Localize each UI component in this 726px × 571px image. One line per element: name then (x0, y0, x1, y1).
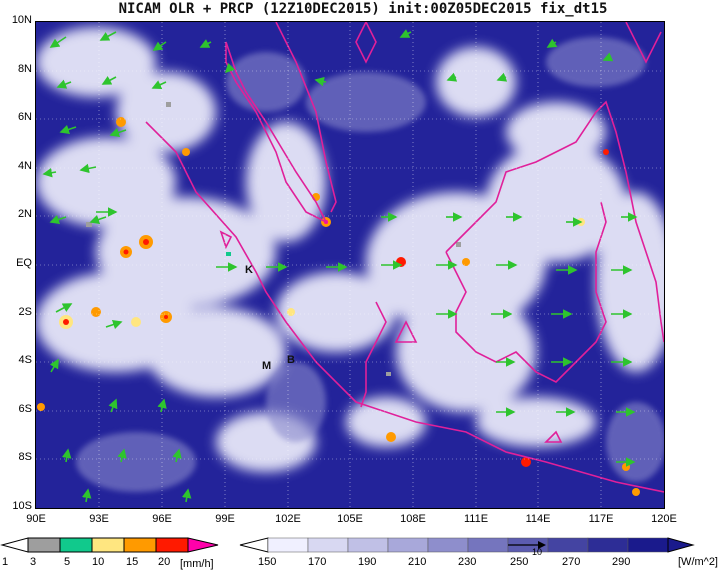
olr-unit: [W/m^2] (678, 556, 718, 568)
precip-label: 10 (92, 556, 105, 568)
lat-tick: 8N (17, 63, 32, 75)
olr-label: 230 (458, 556, 477, 568)
precip-label: 15 (126, 556, 139, 568)
map-canvas: K M B (36, 20, 676, 508)
lon-tick: 96E (152, 513, 172, 525)
olr-label: 210 (408, 556, 427, 568)
precip-colorbar (0, 537, 219, 553)
lat-tick: 8S (18, 451, 32, 463)
precip-label: 5 (64, 556, 71, 568)
olr-mid-tones (76, 37, 666, 492)
lat-tick: 6S (18, 403, 32, 415)
lat-tick: 10N (11, 14, 32, 26)
olr-label: 190 (358, 556, 377, 568)
precip-label: 1 (2, 556, 9, 568)
lon-tick: 102E (275, 513, 301, 525)
lon-tick: 114E (525, 513, 551, 525)
ref-arrow-label: 10 (532, 547, 543, 557)
precip-cells (37, 102, 640, 496)
precip-unit: [mm/h] (180, 558, 214, 570)
lon-tick: 99E (215, 513, 235, 525)
lat-tick: EQ (16, 257, 32, 269)
wind-vectors (42, 29, 638, 503)
olr-label: 170 (308, 556, 327, 568)
lon-tick: 117E (588, 513, 614, 525)
lon-tick: 90E (26, 513, 46, 525)
lon-tick: 93E (89, 513, 109, 525)
lat-tick: 2N (17, 208, 32, 220)
lat-tick: 6N (17, 111, 32, 123)
olr-cloud-field (36, 27, 676, 472)
chart-title: NICAM OLR + PRCP (12Z10DEC2015) init:00Z… (118, 1, 608, 17)
olr-label: 150 (258, 556, 277, 568)
olr-label: 250 (510, 556, 529, 568)
lon-tick: 108E (400, 513, 426, 525)
olr-label: 270 (562, 556, 581, 568)
lat-tick: 4N (17, 160, 32, 172)
precip-label: 3 (30, 556, 37, 568)
precip-label: 20 (158, 556, 171, 568)
lat-tick: 4S (18, 354, 32, 366)
lon-tick: 105E (337, 513, 363, 525)
olr-label: 290 (612, 556, 631, 568)
map-frame: K M B (35, 20, 676, 509)
lon-tick: 111E (463, 513, 489, 525)
marker-m: M (262, 360, 271, 372)
lat-tick: 10S (12, 500, 32, 512)
olr-colorbar (239, 537, 695, 553)
lat-tick: 2S (18, 306, 32, 318)
lon-tick: 120E (651, 513, 677, 525)
graticule (36, 22, 664, 508)
station-markers: K M B (245, 264, 295, 372)
marker-b: B (287, 354, 295, 366)
marker-k: K (245, 264, 253, 276)
